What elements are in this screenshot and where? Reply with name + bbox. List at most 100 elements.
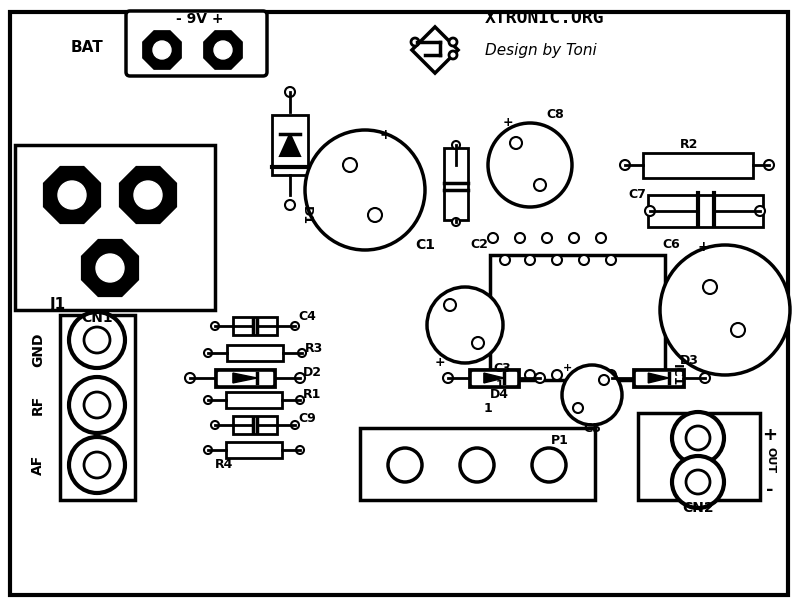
Text: C6: C6: [662, 238, 680, 252]
Bar: [360, 428, 595, 500]
Text: D2: D2: [303, 365, 322, 379]
Circle shape: [69, 377, 125, 433]
Circle shape: [285, 87, 295, 97]
Text: CN1: CN1: [81, 311, 113, 325]
Circle shape: [460, 448, 494, 482]
Circle shape: [153, 41, 171, 59]
Polygon shape: [648, 373, 669, 383]
Circle shape: [443, 373, 453, 383]
Bar: [233, 317, 277, 335]
Circle shape: [305, 130, 425, 250]
Circle shape: [449, 51, 457, 59]
Circle shape: [69, 437, 125, 493]
Bar: [469, 369, 519, 387]
Bar: [214, 369, 275, 387]
Circle shape: [427, 287, 503, 363]
Circle shape: [452, 218, 460, 226]
Circle shape: [569, 233, 579, 243]
Circle shape: [579, 370, 589, 380]
Circle shape: [525, 370, 535, 380]
Circle shape: [525, 255, 535, 265]
Circle shape: [444, 299, 456, 311]
Text: XTRONIC.ORG: XTRONIC.ORG: [485, 9, 605, 27]
Circle shape: [449, 38, 457, 46]
Text: 1: 1: [484, 402, 492, 414]
Circle shape: [69, 312, 125, 368]
Polygon shape: [484, 373, 504, 383]
Bar: [226, 392, 282, 408]
Circle shape: [606, 370, 616, 380]
Text: CN2: CN2: [682, 501, 714, 515]
Circle shape: [703, 280, 717, 294]
Text: D4: D4: [490, 388, 509, 402]
Polygon shape: [44, 168, 100, 223]
Circle shape: [599, 375, 609, 385]
Text: R3: R3: [305, 341, 323, 355]
Circle shape: [58, 181, 86, 209]
Text: D3: D3: [680, 353, 699, 367]
Circle shape: [686, 470, 710, 494]
Circle shape: [515, 233, 525, 243]
Circle shape: [472, 337, 484, 349]
Circle shape: [204, 446, 212, 454]
Polygon shape: [205, 31, 242, 68]
Circle shape: [510, 137, 522, 149]
Polygon shape: [120, 168, 176, 223]
Text: OUT: OUT: [765, 447, 775, 473]
Circle shape: [291, 322, 299, 330]
Text: +: +: [562, 363, 572, 373]
Circle shape: [84, 452, 110, 478]
Polygon shape: [82, 240, 138, 296]
Text: R2: R2: [680, 139, 698, 151]
Circle shape: [298, 349, 306, 357]
Circle shape: [700, 373, 710, 383]
Bar: [60, 315, 135, 500]
Text: RF: RF: [31, 395, 45, 415]
Circle shape: [500, 255, 510, 265]
Text: BAT: BAT: [70, 41, 103, 56]
Circle shape: [755, 206, 765, 216]
Bar: [472, 372, 516, 384]
Circle shape: [296, 396, 304, 404]
Circle shape: [488, 233, 498, 243]
Text: Design by Toni: Design by Toni: [485, 42, 597, 57]
Circle shape: [411, 38, 419, 46]
Circle shape: [552, 255, 562, 265]
Circle shape: [542, 233, 552, 243]
Bar: [226, 442, 282, 458]
Circle shape: [534, 179, 546, 191]
Circle shape: [480, 305, 500, 325]
Bar: [643, 153, 753, 178]
Polygon shape: [233, 373, 257, 383]
Text: D1: D1: [300, 206, 313, 224]
Text: +: +: [762, 426, 778, 444]
Bar: [444, 148, 468, 220]
Circle shape: [731, 323, 745, 337]
Text: J1: J1: [50, 298, 66, 313]
Bar: [636, 372, 681, 384]
Bar: [218, 372, 272, 384]
Text: GND: GND: [31, 333, 45, 367]
Bar: [15, 145, 215, 310]
Text: - 9V +: - 9V +: [176, 12, 224, 26]
Text: +: +: [434, 356, 446, 370]
Circle shape: [295, 373, 305, 383]
Polygon shape: [412, 27, 458, 73]
Circle shape: [211, 322, 219, 330]
Circle shape: [532, 448, 566, 482]
Bar: [233, 416, 277, 434]
Text: C2: C2: [470, 238, 488, 252]
Circle shape: [214, 41, 232, 59]
FancyBboxPatch shape: [126, 11, 267, 76]
Circle shape: [134, 181, 162, 209]
Circle shape: [204, 349, 212, 357]
Text: IC1: IC1: [670, 364, 683, 386]
Text: C9: C9: [298, 411, 316, 425]
Circle shape: [645, 206, 655, 216]
Circle shape: [296, 446, 304, 454]
Circle shape: [500, 370, 510, 380]
Circle shape: [185, 373, 195, 383]
Text: C8: C8: [546, 108, 564, 122]
Text: -: -: [766, 481, 774, 499]
Circle shape: [368, 208, 382, 222]
